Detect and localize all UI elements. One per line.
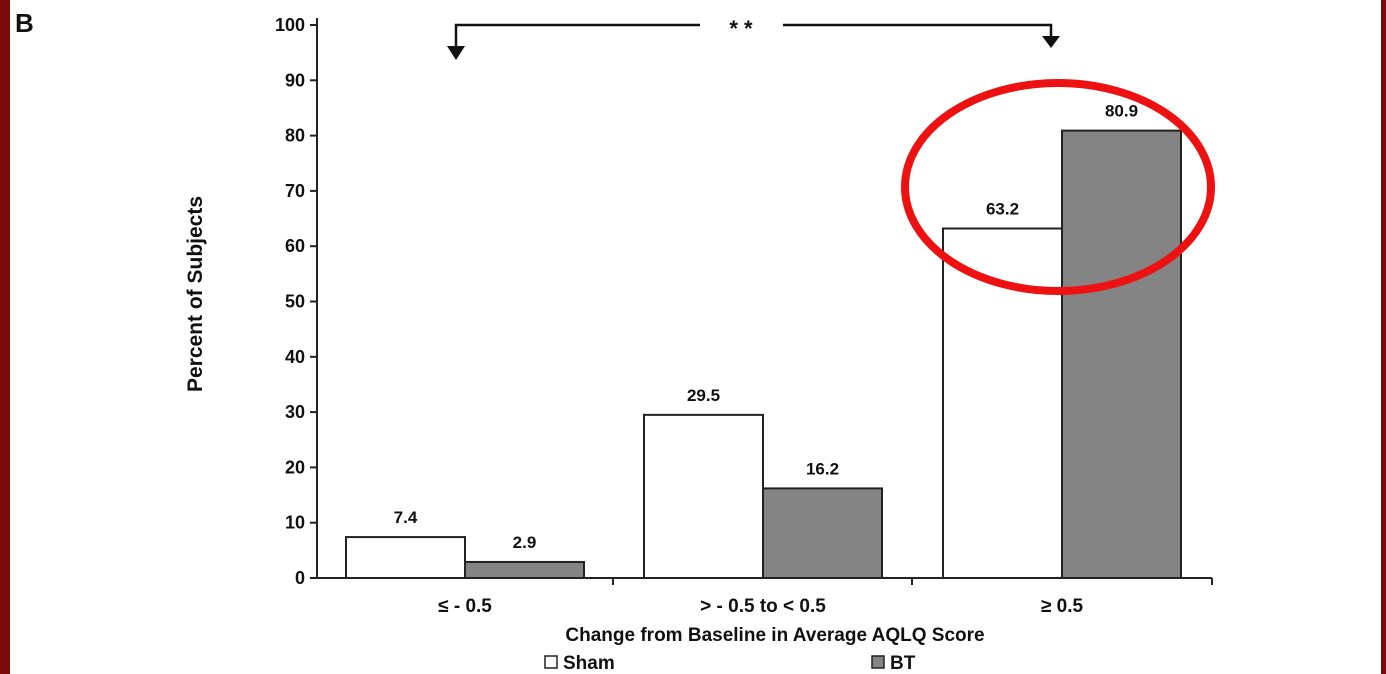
arrow-down-icon (447, 46, 465, 60)
y-tick-label: 0 (295, 568, 305, 588)
x-tick-label: ≥ 0.5 (1041, 596, 1084, 617)
legend-swatch-sham (544, 655, 558, 669)
data-label-sham-3: 63.2 (986, 200, 1019, 219)
y-axis-title: Percent of Subjects (184, 196, 207, 392)
x-tick-label: > - 0.5 to < 0.5 (700, 596, 826, 617)
arrow-down-icon (1042, 36, 1060, 48)
significance-bracket-left (454, 23, 700, 52)
highlight-ellipse (901, 79, 1215, 295)
y-tick-label: 80 (285, 126, 305, 146)
data-label-sham-1: 7.4 (394, 508, 418, 527)
bars (345, 129, 1182, 580)
y-tick-label: 40 (285, 347, 305, 367)
y-tick-label: 50 (285, 292, 305, 312)
data-label-bt-2: 16.2 (806, 459, 839, 478)
legend-label-bt: BT (890, 653, 916, 674)
bar-sham-2 (643, 413, 764, 579)
y-tick-label: 20 (285, 457, 305, 477)
bar-bt-3 (1061, 129, 1182, 580)
legend-label-sham: Sham (563, 653, 615, 674)
y-tick-label: 100 (275, 15, 305, 35)
data-label-bt-1: 2.9 (513, 533, 537, 552)
right-frame-band (1381, 0, 1386, 674)
x-tick-label: ≤ - 0.5 (438, 596, 492, 617)
y-tick-label: 90 (285, 70, 305, 90)
left-frame-band (0, 0, 10, 674)
y-tick-label: 30 (285, 402, 305, 422)
data-label-bt-3: 80.9 (1105, 102, 1138, 121)
bar-sham-1 (345, 536, 466, 580)
significance-bracket-right (783, 23, 1053, 42)
y-tick-label: 70 (285, 181, 305, 201)
bar-bt-1 (464, 560, 585, 580)
x-axis-title: Change from Baseline in Average AQLQ Sco… (565, 625, 984, 646)
legend-swatch-bt (871, 655, 885, 669)
legend: Sham BT (544, 653, 916, 674)
data-label-sham-2: 29.5 (687, 386, 720, 405)
y-tick-label: 60 (285, 236, 305, 256)
y-tick-label: 10 (285, 513, 305, 533)
labels: 7.4 29.5 63.2 2.9 16.2 80.9 ≤ - 0.5 > - 0.5 to … (184, 102, 1138, 646)
panel-label: B (15, 8, 34, 38)
significance-marker: * * (729, 16, 753, 41)
bar-bt-2 (762, 487, 883, 579)
annotations: * * (447, 16, 1215, 295)
